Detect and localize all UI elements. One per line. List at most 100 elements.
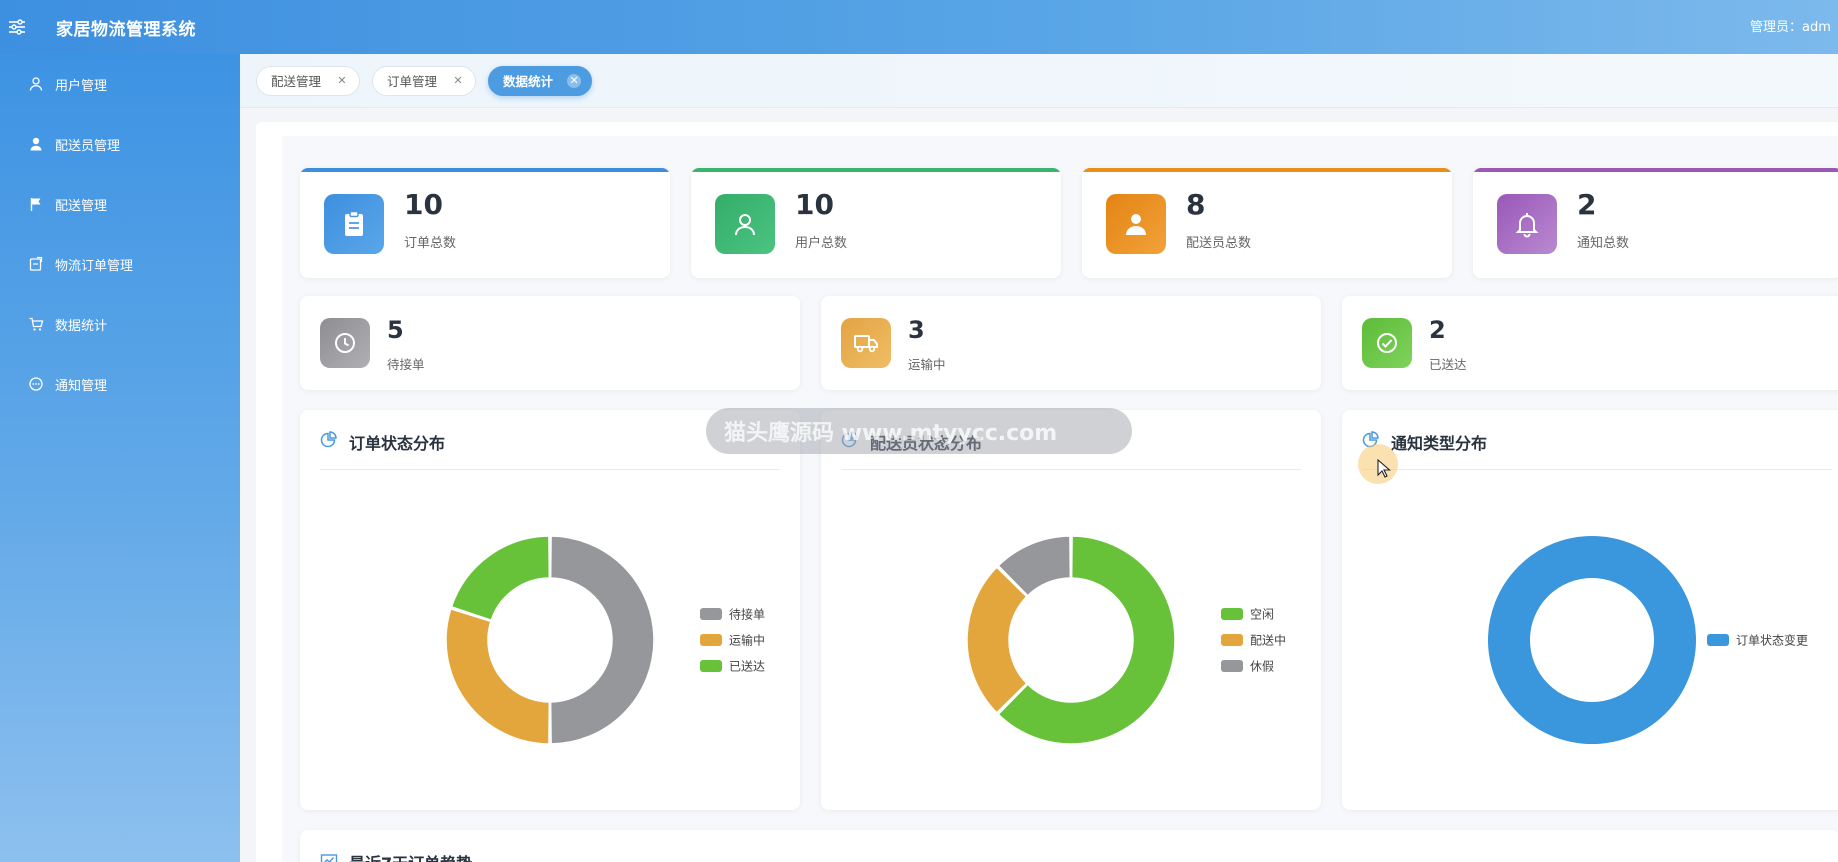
legend-label[interactable]: 休假 — [1250, 660, 1274, 674]
legend-label[interactable]: 已送达 — [729, 659, 765, 674]
watermark-overlay: 猫头鹰源码 www.mtyycc.com — [706, 408, 1132, 454]
stat-value: 10 — [404, 188, 443, 221]
close-icon[interactable]: ✕ — [453, 74, 463, 87]
stat-value: 2 — [1577, 188, 1597, 221]
app-title: 家居物流管理系统 — [56, 19, 196, 40]
legend-swatch[interactable] — [700, 634, 722, 646]
legend-label[interactable]: 待接单 — [729, 607, 765, 622]
user-outline-icon — [29, 77, 43, 91]
trend-chart-icon — [320, 854, 338, 862]
stat-card-delivered: 2 已送达 — [1342, 296, 1838, 390]
legend-label[interactable]: 空闲 — [1250, 608, 1274, 622]
sidebar-item-label: 配送管理 — [55, 198, 108, 214]
mouse-cursor-icon — [1377, 459, 1391, 478]
stat-card-total-users: 10 用户总数 — [691, 168, 1061, 278]
stat-value: 2 — [1429, 316, 1446, 344]
legend-swatch[interactable] — [1707, 634, 1729, 646]
stat-card-in-transit: 3 运输中 — [821, 296, 1321, 390]
card-accent-bar — [691, 168, 1061, 172]
check-circle-icon — [1362, 318, 1412, 368]
close-icon[interactable]: ✕ — [337, 74, 347, 87]
legend-swatch[interactable] — [700, 660, 722, 672]
chart-header: 通知类型分布 — [1362, 430, 1832, 470]
clock-icon — [320, 318, 370, 368]
sidebar-item-label: 物流订单管理 — [55, 258, 134, 274]
chart-card-order-status: 订单状态分布 待接单运输中已送达 — [300, 410, 800, 810]
sidebar-item-label: 通知管理 — [55, 378, 108, 394]
chart-slice[interactable] — [997, 535, 1176, 745]
sidebar-item-label: 数据统计 — [55, 318, 108, 334]
menu-toggle-icon[interactable] — [2, 12, 32, 42]
chat-bubble-icon — [29, 377, 43, 391]
chart-title: 最近7天订单趋势 — [349, 850, 472, 862]
chart-slice[interactable] — [997, 535, 1072, 597]
stat-label: 配送员总数 — [1186, 236, 1252, 251]
stat-label: 用户总数 — [795, 236, 848, 251]
courier-icon — [1106, 194, 1166, 254]
sidebar-item-delivery-management[interactable]: 配送管理 — [0, 174, 240, 234]
sidebar-item-order-management[interactable]: 物流订单管理 — [0, 234, 240, 294]
chart-card-order-trend: 最近7天订单趋势 — [300, 830, 1838, 862]
legend-swatch[interactable] — [1221, 608, 1243, 620]
donut-chart-notification-type[interactable]: 订单状态变更 — [1342, 470, 1838, 810]
tab-label: 数据统计 — [503, 74, 554, 89]
admin-user-label[interactable]: 管理员：adm — [1750, 20, 1831, 35]
sidebar-item-notification-management[interactable]: 通知管理 — [0, 354, 240, 414]
chart-slice[interactable] — [1488, 536, 1696, 744]
document-icon — [29, 256, 43, 271]
stat-value: 8 — [1186, 188, 1206, 221]
tabs-bar: 配送管理 ✕ 订单管理 ✕ 数据统计 ✕ — [240, 54, 1838, 108]
sidebar: 用户管理 配送员管理 配送管理 物流订单管理 数据统计 通知管理 — [0, 54, 240, 862]
sidebar-item-courier-management[interactable]: 配送员管理 — [0, 114, 240, 174]
legend-swatch[interactable] — [1221, 660, 1243, 672]
dashboard-panel: 10 订单总数 10 用户总数 8 配送员总数 2 通知总数 — [282, 136, 1838, 862]
tab-label: 订单管理 — [387, 74, 438, 89]
stat-label: 待接单 — [387, 357, 425, 372]
user-icon — [715, 194, 775, 254]
sidebar-item-label: 配送员管理 — [55, 138, 121, 154]
flag-icon — [30, 198, 41, 211]
stat-label: 已送达 — [1429, 357, 1467, 372]
main-content: 10 订单总数 10 用户总数 8 配送员总数 2 通知总数 — [256, 122, 1838, 862]
pie-chart-icon — [320, 431, 337, 448]
stat-card-total-notifications: 2 通知总数 — [1473, 168, 1838, 278]
chart-slice[interactable] — [445, 608, 551, 745]
legend-label[interactable]: 订单状态变更 — [1736, 633, 1808, 648]
legend-swatch[interactable] — [700, 608, 722, 620]
chart-card-notification-type: 通知类型分布 订单状态变更 — [1342, 410, 1838, 810]
sidebar-item-data-statistics[interactable]: 数据统计 — [0, 294, 240, 354]
close-icon[interactable]: ✕ — [567, 73, 582, 88]
stat-value: 10 — [795, 188, 834, 221]
chart-header: 订单状态分布 — [320, 430, 780, 470]
legend-label[interactable]: 配送中 — [1250, 633, 1286, 648]
stat-label: 订单总数 — [404, 236, 457, 251]
legend-label[interactable]: 运输中 — [729, 633, 765, 648]
sidebar-item-label: 用户管理 — [55, 78, 108, 94]
sidebar-item-user-management[interactable]: 用户管理 — [0, 54, 240, 114]
truck-icon — [841, 318, 891, 368]
stat-value: 5 — [387, 316, 404, 344]
chart-slice[interactable] — [966, 566, 1028, 714]
chart-title: 通知类型分布 — [1391, 434, 1488, 453]
stat-label: 通知总数 — [1577, 236, 1630, 251]
card-accent-bar — [1473, 168, 1838, 172]
tab-data-statistics[interactable]: 数据统计 ✕ — [488, 65, 593, 96]
stat-card-pending: 5 待接单 — [300, 296, 800, 390]
cart-icon — [29, 317, 44, 331]
chart-slice[interactable] — [549, 535, 655, 745]
bell-icon — [1497, 194, 1557, 254]
card-accent-bar — [1082, 168, 1452, 172]
tab-delivery-management[interactable]: 配送管理 ✕ — [256, 65, 361, 96]
chart-slice[interactable] — [450, 535, 551, 621]
stat-card-total-orders: 10 订单总数 — [300, 168, 670, 278]
chart-title: 订单状态分布 — [349, 434, 446, 453]
user-solid-icon — [30, 137, 42, 151]
card-accent-bar — [300, 168, 670, 172]
legend-swatch[interactable] — [1221, 634, 1243, 646]
tab-order-management[interactable]: 订单管理 ✕ — [372, 65, 477, 96]
tab-label: 配送管理 — [271, 74, 322, 89]
stat-card-total-couriers: 8 配送员总数 — [1082, 168, 1452, 278]
